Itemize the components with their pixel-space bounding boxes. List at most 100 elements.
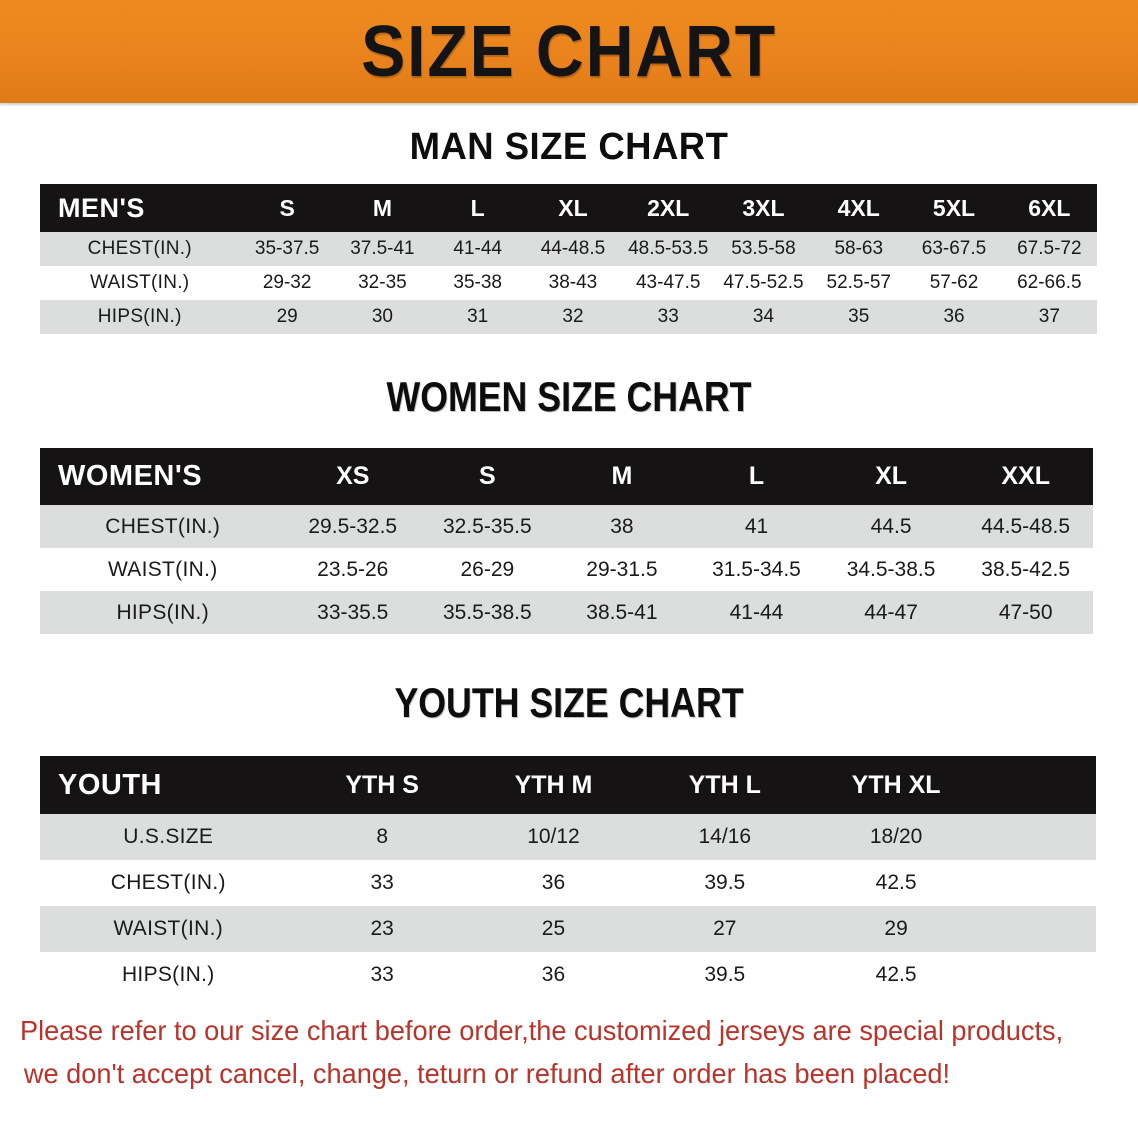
table-cell: 33-35.5 bbox=[285, 591, 421, 634]
table-cell: 39.5 bbox=[639, 952, 811, 998]
youth-column-header: YTH L bbox=[639, 756, 811, 814]
table-row: CHEST(IN.) 29.5-32.5 32.5-35.5 38 41 44.… bbox=[40, 505, 1093, 548]
table-cell: 58-63 bbox=[811, 232, 907, 266]
man-header-row: MEN'S S M L XL 2XL 3XL 4XL 5XL 6XL bbox=[40, 184, 1097, 232]
women-column-header: XL bbox=[823, 448, 959, 505]
row-label: WAIST(IN.) bbox=[40, 906, 297, 952]
youth-column-header: YTH XL bbox=[810, 756, 982, 814]
table-cell: 23 bbox=[296, 906, 468, 952]
youth-column-spacer bbox=[981, 756, 1096, 814]
table-row: WAIST(IN.) 29-32 32-35 35-38 38-43 43-47… bbox=[40, 266, 1097, 300]
table-cell: 41-44 bbox=[689, 591, 824, 634]
row-label: U.S.SIZE bbox=[40, 814, 297, 860]
row-label: CHEST(IN.) bbox=[40, 232, 240, 266]
table-cell: 29-31.5 bbox=[554, 548, 690, 591]
man-column-header: S bbox=[239, 184, 335, 232]
youth-header-row: YOUTH YTH S YTH M YTH L YTH XL bbox=[40, 756, 1096, 814]
table-cell: 25 bbox=[467, 906, 640, 952]
table-cell: 27 bbox=[639, 906, 811, 952]
table-cell: 32 bbox=[525, 300, 621, 334]
table-cell: 62-66.5 bbox=[1001, 266, 1097, 300]
table-cell: 31 bbox=[430, 300, 526, 334]
man-column-header: 4XL bbox=[811, 184, 907, 232]
table-cell: 47.5-52.5 bbox=[715, 266, 812, 300]
notice-line-2: we don't accept cancel, change, teturn o… bbox=[23, 1057, 951, 1089]
youth-table-body: U.S.SIZE 8 10/12 14/16 18/20 CHEST(IN.) … bbox=[40, 814, 1096, 998]
table-cell: 67.5-72 bbox=[1001, 232, 1097, 266]
table-row: HIPS(IN.) 33 36 39.5 42.5 bbox=[40, 952, 1096, 998]
table-cell: 48.5-53.5 bbox=[620, 232, 716, 266]
table-cell: 8 bbox=[296, 814, 468, 860]
table-cell: 33 bbox=[296, 952, 468, 998]
table-cell: 33 bbox=[296, 860, 468, 906]
table-cell: 10/12 bbox=[467, 814, 640, 860]
man-table-body: CHEST(IN.) 35-37.5 37.5-41 41-44 44-48.5… bbox=[40, 232, 1097, 334]
table-cell: 44-48.5 bbox=[525, 232, 621, 266]
table-cell: 38.5-41 bbox=[554, 591, 690, 634]
row-label: HIPS(IN.) bbox=[40, 591, 286, 634]
youth-column-header: YTH S bbox=[296, 756, 468, 814]
table-cell: 35-38 bbox=[430, 266, 526, 300]
row-label: CHEST(IN.) bbox=[40, 505, 286, 548]
youth-size-table-wrapper: YOUTH YTH S YTH M YTH L YTH XL U.S.SIZE … bbox=[40, 756, 1096, 998]
table-cell: 63-67.5 bbox=[906, 232, 1002, 266]
return-policy-notice: Please refer to our size chart before or… bbox=[20, 998, 1085, 1095]
youth-header-label: YOUTH bbox=[40, 756, 297, 814]
table-cell: 35 bbox=[811, 300, 907, 334]
table-row: HIPS(IN.) 29 30 31 32 33 34 35 36 37 bbox=[40, 300, 1097, 334]
man-column-header: 5XL bbox=[906, 184, 1002, 232]
table-cell: 41 bbox=[689, 505, 824, 548]
table-cell: 35.5-38.5 bbox=[420, 591, 555, 634]
table-cell: 52.5-57 bbox=[811, 266, 907, 300]
table-cell: 33 bbox=[620, 300, 716, 334]
table-cell: 42.5 bbox=[810, 952, 982, 998]
row-label: HIPS(IN.) bbox=[40, 952, 297, 998]
table-cell: 36 bbox=[467, 860, 640, 906]
table-cell: 32.5-35.5 bbox=[420, 505, 555, 548]
table-cell: 44-47 bbox=[823, 591, 959, 634]
youth-column-header: YTH M bbox=[467, 756, 640, 814]
man-column-header: 3XL bbox=[715, 184, 812, 232]
table-cell: 23.5-26 bbox=[285, 548, 421, 591]
table-cell: 29 bbox=[810, 906, 982, 952]
table-cell: 35-37.5 bbox=[239, 232, 335, 266]
table-row: CHEST(IN.) 33 36 39.5 42.5 bbox=[40, 860, 1096, 906]
table-cell: 42.5 bbox=[810, 860, 982, 906]
table-row: WAIST(IN.) 23.5-26 26-29 29-31.5 31.5-34… bbox=[40, 548, 1093, 591]
table-cell: 29.5-32.5 bbox=[285, 505, 421, 548]
women-size-table-wrapper: WOMEN'S XS S M L XL XXL CHEST(IN.) 29.5-… bbox=[40, 448, 1093, 634]
table-cell: 43-47.5 bbox=[620, 266, 716, 300]
table-cell: 32-35 bbox=[334, 266, 431, 300]
women-column-header: XS bbox=[285, 448, 421, 505]
youth-table-head: YOUTH YTH S YTH M YTH L YTH XL bbox=[40, 756, 1096, 814]
table-cell: 38-43 bbox=[525, 266, 621, 300]
page-banner: SIZE CHART bbox=[0, 0, 1138, 103]
table-row: U.S.SIZE 8 10/12 14/16 18/20 bbox=[40, 814, 1096, 860]
table-cell: 34 bbox=[715, 300, 812, 334]
table-cell: 36 bbox=[906, 300, 1002, 334]
table-cell: 53.5-58 bbox=[715, 232, 812, 266]
table-row: HIPS(IN.) 33-35.5 35.5-38.5 38.5-41 41-4… bbox=[40, 591, 1093, 634]
table-cell: 38.5-42.5 bbox=[958, 548, 1093, 591]
table-cell: 38 bbox=[554, 505, 690, 548]
table-cell-spacer bbox=[981, 860, 1096, 906]
women-table-body: CHEST(IN.) 29.5-32.5 32.5-35.5 38 41 44.… bbox=[40, 505, 1093, 634]
women-header-row: WOMEN'S XS S M L XL XXL bbox=[40, 448, 1093, 505]
table-cell: 37.5-41 bbox=[334, 232, 431, 266]
row-label: CHEST(IN.) bbox=[40, 860, 297, 906]
table-cell: 26-29 bbox=[420, 548, 555, 591]
table-row: WAIST(IN.) 23 25 27 29 bbox=[40, 906, 1096, 952]
man-column-header: 6XL bbox=[1001, 184, 1097, 232]
women-header-label: WOMEN'S bbox=[40, 448, 286, 505]
table-row: CHEST(IN.) 35-37.5 37.5-41 41-44 44-48.5… bbox=[40, 232, 1097, 266]
table-cell-spacer bbox=[981, 952, 1096, 998]
table-cell: 34.5-38.5 bbox=[823, 548, 959, 591]
table-cell: 44.5 bbox=[823, 505, 959, 548]
women-column-header: XXL bbox=[958, 448, 1093, 505]
table-cell: 37 bbox=[1001, 300, 1097, 334]
table-cell: 30 bbox=[334, 300, 431, 334]
row-label: WAIST(IN.) bbox=[40, 266, 240, 300]
youth-size-table: YOUTH YTH S YTH M YTH L YTH XL U.S.SIZE … bbox=[40, 756, 1096, 998]
table-cell: 47-50 bbox=[958, 591, 1093, 634]
row-label: WAIST(IN.) bbox=[40, 548, 286, 591]
